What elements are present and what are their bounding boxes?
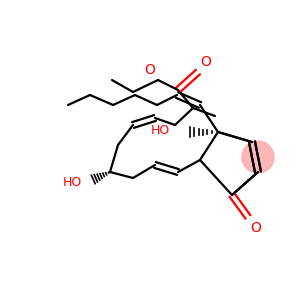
Circle shape [242,141,274,173]
Text: O: O [250,221,261,235]
Text: O: O [144,63,155,77]
Text: O: O [200,55,211,69]
Text: HO: HO [151,124,170,136]
Text: HO: HO [63,176,82,188]
